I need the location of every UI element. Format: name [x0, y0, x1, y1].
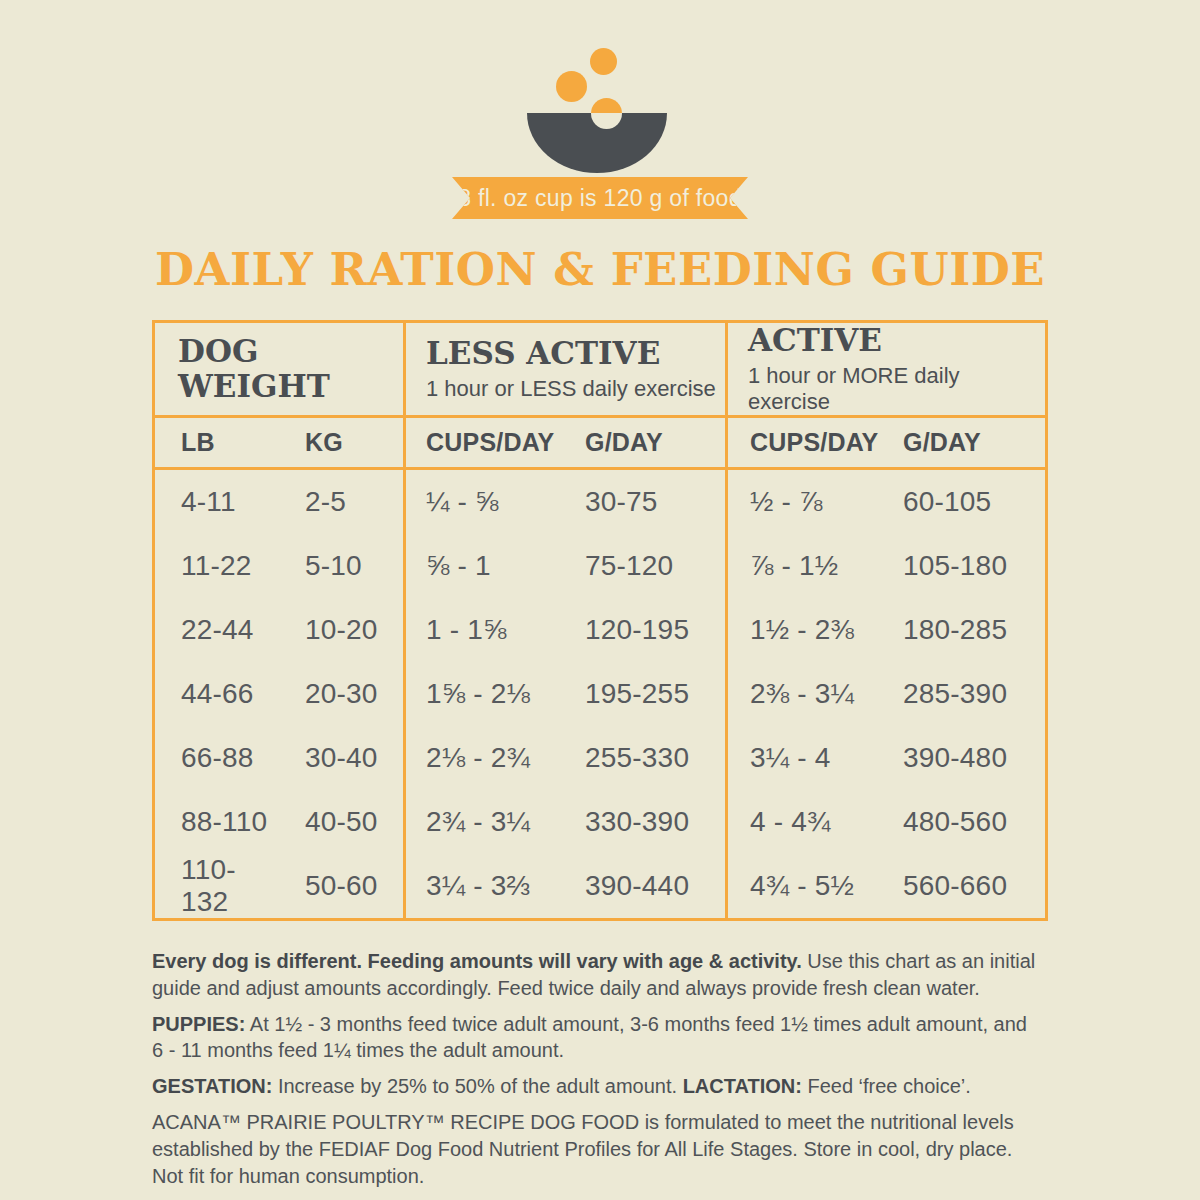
- less-active-grams-cell: 255-330: [565, 726, 725, 790]
- group-title-active: ACTIVE: [748, 323, 882, 358]
- less-active-cups-cell: 1 - 1⅝: [403, 598, 565, 662]
- active-cups-cell: 3¼ - 4: [725, 726, 887, 790]
- active-cups-cell: 2⅜ - 3¼: [725, 662, 887, 726]
- cup-measure-label: 8 fl. oz cup is 120 g of food: [458, 185, 742, 212]
- weight-lb-cell: 110-132: [155, 854, 283, 918]
- feeding-note: ACANA™ PRAIRIE POULTRY™ RECIPE DOG FOOD …: [152, 1109, 1038, 1189]
- weight-kg-cell: 20-30: [283, 662, 403, 726]
- weight-lb-cell: 11-22: [155, 534, 283, 598]
- active-grams-cell: 180-285: [887, 598, 1045, 662]
- cup-measure-ribbon: 8 fl. oz cup is 120 g of food: [452, 177, 748, 219]
- weight-kg-cell: 10-20: [283, 598, 403, 662]
- active-cups-cell: ⅞ - 1½: [725, 534, 887, 598]
- active-cups-cell: ½ - ⅞: [725, 470, 887, 534]
- weight-kg-cell: 2-5: [283, 470, 403, 534]
- feeding-note: GESTATION: Increase by 25% to 50% of the…: [152, 1073, 1038, 1100]
- weight-kg-cell: 40-50: [283, 790, 403, 854]
- less-active-cups-cell: 2⅛ - 2¾: [403, 726, 565, 790]
- kibble-dot-icon: [556, 71, 587, 102]
- column-header-cups-less: CUPS/DAY: [403, 418, 565, 470]
- column-header-kg: KG: [283, 418, 403, 470]
- less-active-cups-cell: ¼ - ⅝: [403, 470, 565, 534]
- column-group-dog-weight: DOG WEIGHT: [155, 323, 403, 418]
- column-group-less-active: LESS ACTIVE 1 hour or LESS daily exercis…: [403, 323, 725, 418]
- active-grams-cell: 390-480: [887, 726, 1045, 790]
- less-active-grams-cell: 390-440: [565, 854, 725, 918]
- weight-kg-cell: 5-10: [283, 534, 403, 598]
- feeding-note: PUPPIES: At 1½ - 3 months feed twice adu…: [152, 1011, 1038, 1065]
- page-title: DAILY RATION & FEEDING GUIDE: [0, 243, 1200, 296]
- group-title-dog-weight: DOG WEIGHT: [178, 334, 348, 403]
- weight-lb-cell: 66-88: [155, 726, 283, 790]
- less-active-grams-cell: 75-120: [565, 534, 725, 598]
- less-active-cups-cell: 3¼ - 3⅔: [403, 854, 565, 918]
- less-active-grams-cell: 195-255: [565, 662, 725, 726]
- active-cups-cell: 1½ - 2⅜: [725, 598, 887, 662]
- active-cups-cell: 4 - 4¾: [725, 790, 887, 854]
- group-subtitle-active: 1 hour or MORE daily exercise: [748, 363, 1045, 415]
- weight-kg-cell: 30-40: [283, 726, 403, 790]
- active-grams-cell: 560-660: [887, 854, 1045, 918]
- active-cups-cell: 4¾ - 5½: [725, 854, 887, 918]
- column-header-grams-active: G/DAY: [887, 418, 1045, 470]
- weight-lb-cell: 4-11: [155, 470, 283, 534]
- feeding-note: Every dog is different. Feeding amounts …: [152, 948, 1038, 1002]
- active-grams-cell: 105-180: [887, 534, 1045, 598]
- active-grams-cell: 285-390: [887, 662, 1045, 726]
- less-active-grams-cell: 120-195: [565, 598, 725, 662]
- weight-kg-cell: 50-60: [283, 854, 403, 918]
- less-active-cups-cell: 1⅝ - 2⅛: [403, 662, 565, 726]
- feeding-guide-page: 8 fl. oz cup is 120 g of food DAILY RATI…: [0, 0, 1200, 1200]
- column-header-lb: LB: [155, 418, 283, 470]
- feeding-notes: Every dog is different. Feeding amounts …: [152, 948, 1038, 1198]
- active-grams-cell: 480-560: [887, 790, 1045, 854]
- column-header-grams-less: G/DAY: [565, 418, 725, 470]
- weight-lb-cell: 88-110: [155, 790, 283, 854]
- kibble-dot-icon: [590, 48, 617, 75]
- feeding-guide-table: DOG WEIGHT LESS ACTIVE 1 hour or LESS da…: [152, 320, 1048, 921]
- group-title-less-active: LESS ACTIVE: [426, 336, 660, 371]
- kibble-dot-icon: [591, 98, 622, 129]
- less-active-cups-cell: ⅝ - 1: [403, 534, 565, 598]
- column-group-active: ACTIVE 1 hour or MORE daily exercise: [725, 323, 1045, 418]
- less-active-cups-cell: 2¾ - 3¼: [403, 790, 565, 854]
- less-active-grams-cell: 330-390: [565, 790, 725, 854]
- less-active-grams-cell: 30-75: [565, 470, 725, 534]
- group-subtitle-less-active: 1 hour or LESS daily exercise: [426, 376, 716, 402]
- column-header-cups-active: CUPS/DAY: [725, 418, 887, 470]
- weight-lb-cell: 44-66: [155, 662, 283, 726]
- active-grams-cell: 60-105: [887, 470, 1045, 534]
- weight-lb-cell: 22-44: [155, 598, 283, 662]
